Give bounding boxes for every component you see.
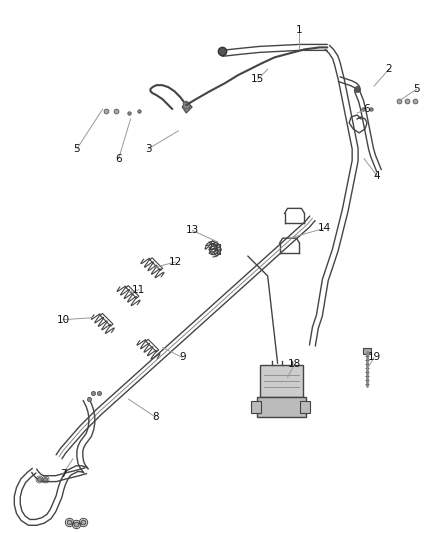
Bar bbox=[363, 349, 371, 354]
Text: 15: 15 bbox=[251, 74, 265, 84]
Text: 11: 11 bbox=[132, 285, 145, 295]
Bar bbox=[300, 401, 311, 413]
Text: 4: 4 bbox=[374, 171, 380, 181]
Text: 8: 8 bbox=[152, 412, 159, 422]
Text: 10: 10 bbox=[57, 314, 70, 325]
Bar bbox=[251, 401, 261, 413]
Bar bbox=[260, 365, 304, 397]
Text: 14: 14 bbox=[318, 223, 331, 233]
Text: 2: 2 bbox=[385, 64, 392, 74]
Text: 19: 19 bbox=[367, 352, 381, 362]
Text: 1: 1 bbox=[296, 25, 303, 35]
Text: 6: 6 bbox=[115, 154, 122, 164]
Text: 5: 5 bbox=[74, 144, 80, 154]
Text: 5: 5 bbox=[413, 84, 420, 94]
Text: 7: 7 bbox=[60, 469, 66, 479]
Text: 13: 13 bbox=[186, 225, 199, 235]
Text: 18: 18 bbox=[288, 359, 301, 369]
Text: 12: 12 bbox=[169, 257, 182, 267]
Text: 9: 9 bbox=[179, 352, 186, 362]
Bar bbox=[257, 397, 307, 417]
Text: 3: 3 bbox=[145, 144, 152, 154]
Polygon shape bbox=[182, 101, 192, 113]
Text: 6: 6 bbox=[364, 104, 371, 114]
